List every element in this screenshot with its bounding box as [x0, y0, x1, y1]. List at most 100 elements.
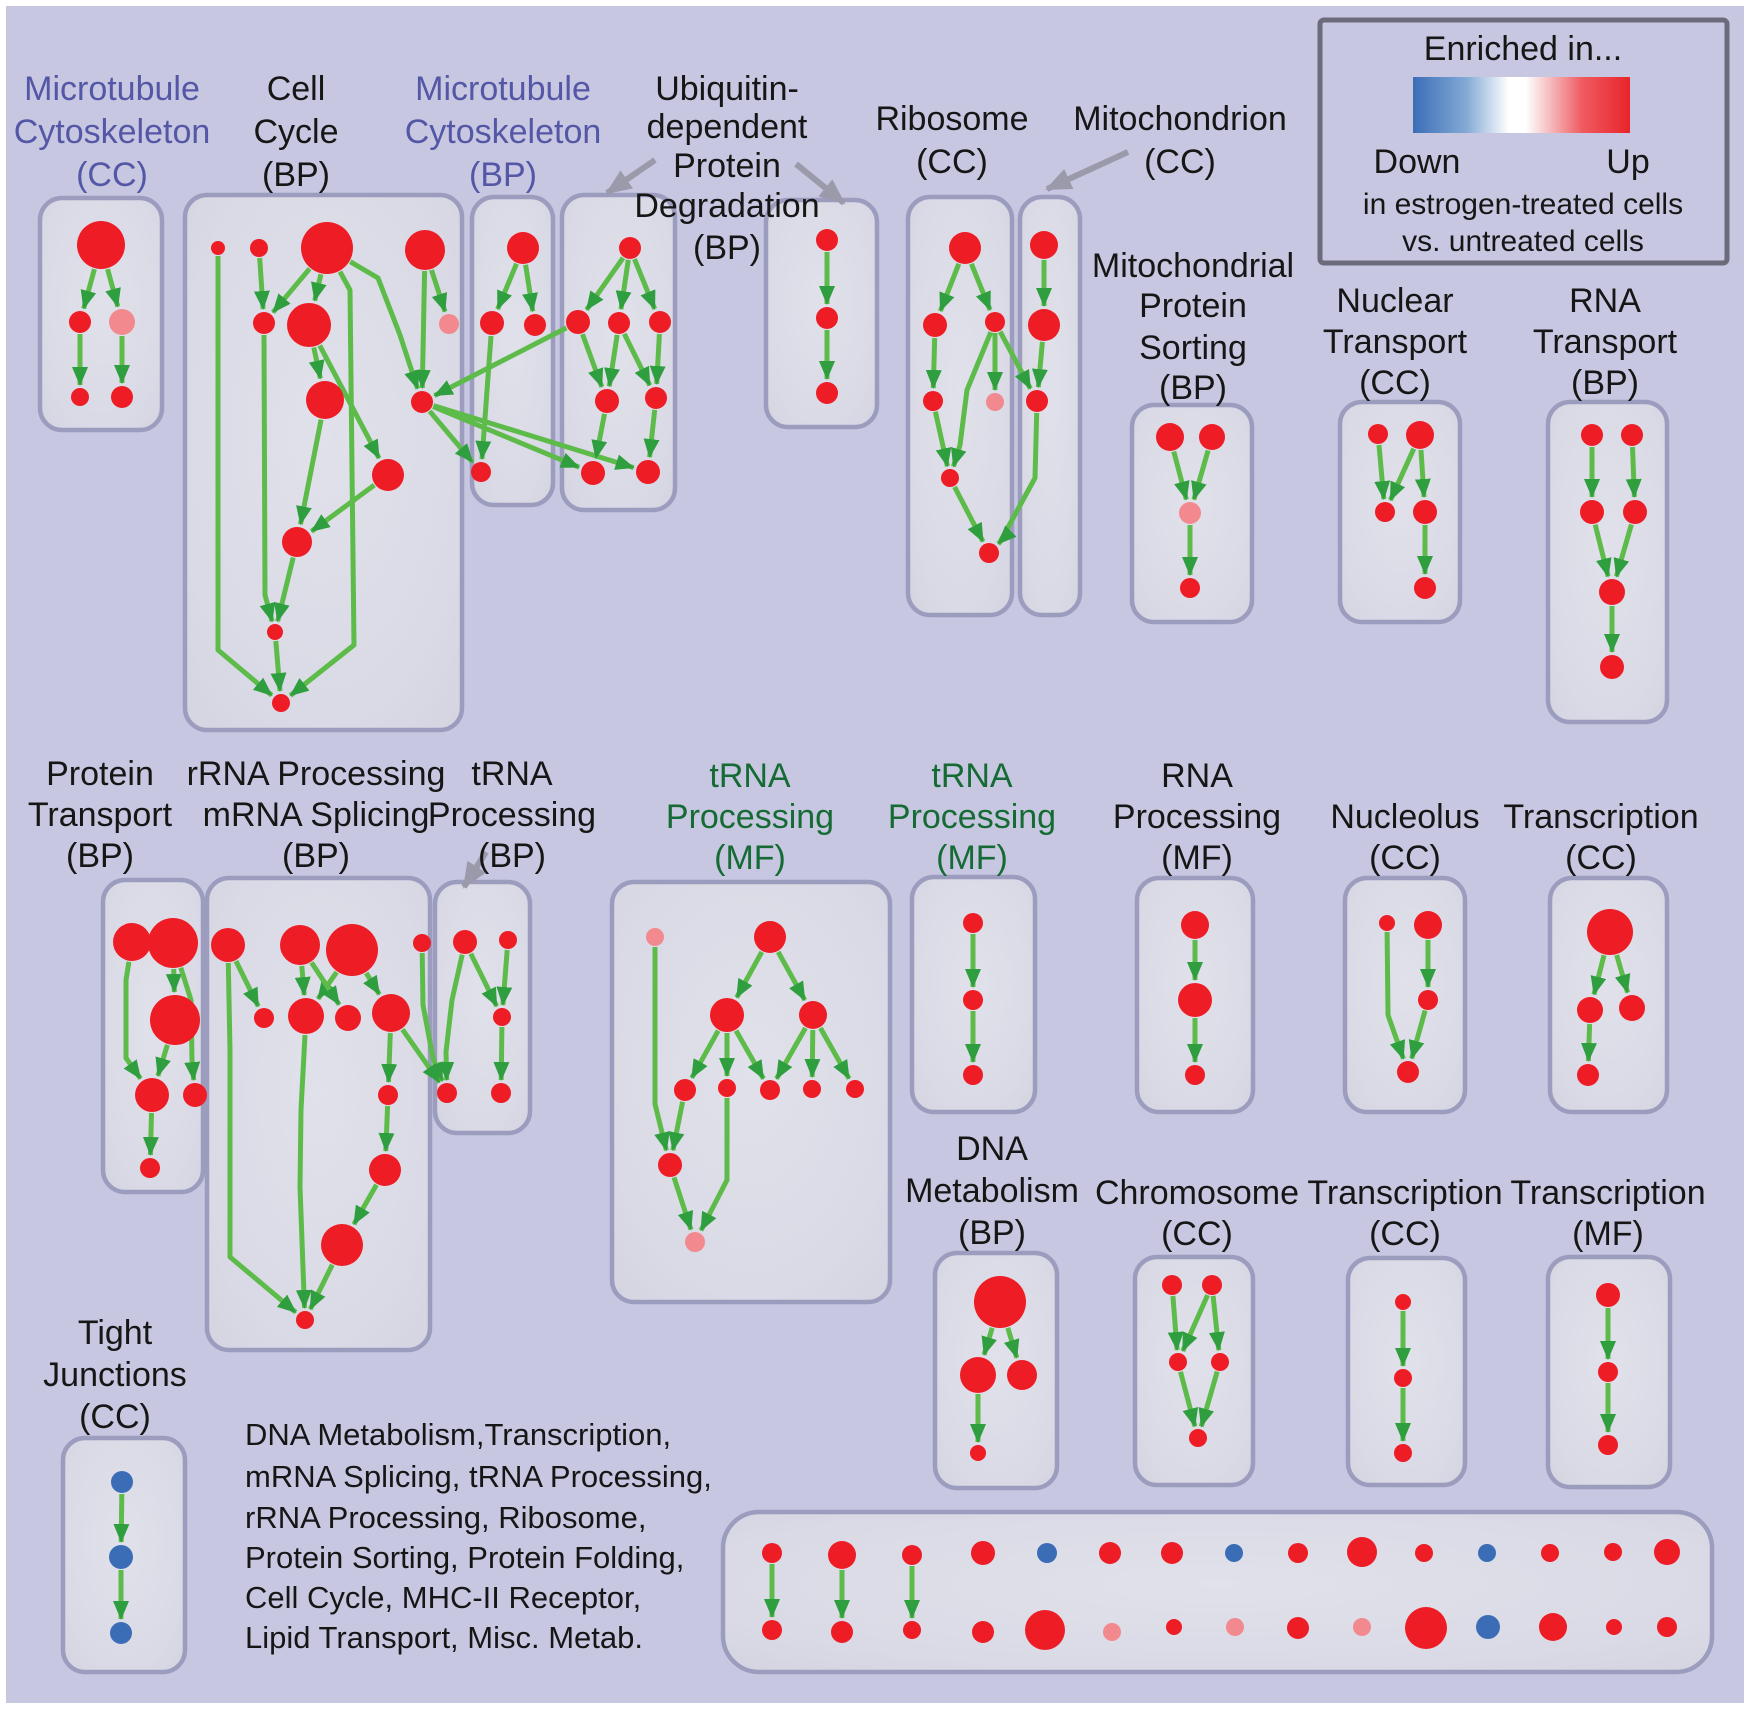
gene-node-k10-red — [658, 1153, 682, 1177]
gene-node-l5-red — [1178, 983, 1212, 1017]
edge-t2-t3 — [1388, 447, 1417, 502]
gene-node-a5-red — [111, 386, 133, 408]
edge-n9-m4 — [427, 409, 475, 464]
gene-node-g6-red — [288, 998, 324, 1034]
cluster-boxes-layer — [37, 192, 1715, 1675]
gene-node-l4-red — [1181, 911, 1209, 939]
gene-node-m1-red — [507, 232, 539, 264]
mixed-cluster-text-line3: rRNA Processing, Ribosome, — [245, 1500, 646, 1535]
label-trna-processing-bp-line3: (BP) — [478, 837, 546, 875]
gene-node-n1-red — [211, 241, 225, 255]
edge-l9-l10 — [1408, 1009, 1428, 1060]
gene-node-r6-red — [941, 469, 959, 487]
label-nucleolus-cc-line1: Nucleolus — [1330, 798, 1479, 836]
gene-node-w6b-pink — [1103, 1623, 1121, 1641]
gene-node-w10b-pink — [1353, 1618, 1371, 1636]
gene-node-p2-red — [1199, 424, 1225, 450]
edge-k10-k11 — [671, 1176, 694, 1231]
gene-node-w11b-red — [1405, 1607, 1447, 1649]
gene-node-y3-red — [1598, 1435, 1618, 1455]
label-rna-transport-bp-line1: RNA — [1569, 282, 1641, 320]
mixed-cluster-text-line5: Cell Cycle, MHC-II Receptor, — [245, 1580, 641, 1615]
gene-node-w2b-red — [831, 1621, 853, 1643]
label-microtubule-cytoskeleton-cc-line3: (CC) — [76, 156, 148, 194]
gene-node-x3-red — [1394, 1444, 1412, 1462]
label-microtubule-cytoskeleton-cc-line1: Microtubule — [24, 70, 200, 108]
gene-node-w14b-red — [1606, 1619, 1622, 1635]
legend-color-gradient-bar — [1413, 77, 1630, 133]
box-mitochondrion — [1017, 194, 1083, 618]
gene-node-l1-red — [963, 913, 983, 933]
gene-node-l10-red — [1397, 1061, 1419, 1083]
gene-node-k6-red — [718, 1079, 736, 1097]
gene-node-b2-red — [148, 918, 198, 968]
edge-k6-k11 — [698, 1098, 730, 1232]
gene-node-c3-red — [1169, 1353, 1187, 1371]
edge-n11-n12 — [274, 556, 296, 623]
gene-node-u8-red — [636, 460, 660, 484]
gene-node-c2-red — [1202, 1275, 1222, 1295]
gene-node-w15b-red — [1657, 1617, 1677, 1637]
label-rna-transport-bp-line2: Transport — [1533, 323, 1678, 361]
edge-n4-n7 — [429, 269, 448, 313]
label-transcription-mf-line1: Transcription — [1510, 1174, 1705, 1212]
label-cell-cycle-bp-line3: (BP) — [262, 156, 330, 194]
label-rrna-processing-mrna-splicing-bp-line1: rRNA Processing — [187, 755, 446, 793]
gene-node-l13-red — [1619, 995, 1645, 1021]
gene-node-t4-red — [1413, 500, 1437, 524]
label-nuclear-transport-cc-line1: Nuclear — [1336, 282, 1453, 320]
edge-u2-u5 — [580, 333, 605, 388]
label-tight-junctions-cc-line1: Tight — [78, 1314, 153, 1352]
gene-node-n9-red — [411, 391, 433, 413]
gene-node-k1-pink — [646, 928, 664, 946]
gene-node-m2-red — [480, 311, 504, 335]
gene-node-t5-red — [1414, 577, 1436, 599]
legend-down-label: Down — [1374, 143, 1461, 181]
gene-node-n4-red — [405, 230, 445, 270]
label-tight-junctions-cc-line3: (CC) — [79, 1398, 151, 1436]
edge-d1-d2 — [981, 1327, 997, 1356]
gene-node-b6-red — [140, 1158, 160, 1178]
edge-q2-q3 — [1031, 341, 1048, 389]
gene-node-w10t-red — [1347, 1537, 1377, 1567]
gene-node-u1-red — [619, 237, 641, 259]
gene-node-l6-red — [1185, 1065, 1205, 1085]
edge-b1-b4 — [123, 961, 143, 1081]
gene-node-n10-red — [372, 459, 404, 491]
mixed-cluster-text-line2: mRNA Splicing, tRNA Processing, — [245, 1459, 712, 1494]
edge-u3-u6 — [622, 332, 653, 387]
label-trna-processing-bp-line2: Processing — [428, 796, 596, 834]
edge-k5-k10 — [668, 1101, 686, 1152]
box-microtubule-cytoskeleton-cc — [37, 195, 165, 433]
gene-node-n11-red — [282, 527, 312, 557]
legend-subtitle-line1: in estrogen-treated cells — [1363, 188, 1683, 221]
edge-k4-k9 — [818, 1026, 852, 1080]
label-chromosome-cc-line1: Chromosome — [1095, 1174, 1299, 1212]
nodes-layer — [69, 221, 1680, 1650]
edge-l7-l10 — [1384, 931, 1406, 1060]
label-transcription-cc-1-line1: Transcription — [1503, 798, 1698, 836]
gene-node-v3-red — [816, 382, 838, 404]
label-dna-metabolism-bp-line1: DNA — [956, 1130, 1028, 1168]
box-ubiquitin-left — [559, 192, 678, 513]
gene-node-k2-red — [754, 921, 786, 953]
edge-k4-k7 — [774, 1026, 808, 1080]
gene-node-w14t-red — [1604, 1543, 1622, 1561]
edge-k2-k4 — [776, 950, 807, 1002]
gene-node-h4-red — [437, 1083, 457, 1103]
edge-r2-r4 — [925, 337, 942, 389]
edge-n3-n5 — [271, 267, 312, 314]
label-rna-processing-mf-line2: Processing — [1113, 798, 1281, 836]
gene-node-t1-red — [1368, 424, 1388, 444]
gene-node-y2-red — [1598, 1362, 1618, 1382]
edge-c1-c3 — [1167, 1295, 1184, 1351]
edge-c2-c3 — [1180, 1294, 1210, 1353]
label-tight-junctions-cc-line2: Junctions — [43, 1356, 187, 1394]
edge-m1-m3 — [522, 264, 538, 313]
legend-title: Enriched in... — [1424, 30, 1622, 68]
gene-node-y1-red — [1596, 1283, 1620, 1307]
edge-k3-k7 — [733, 1029, 766, 1080]
label-microtubule-cytoskeleton-bp-line2: Cytoskeleton — [405, 113, 602, 151]
gene-node-j1-blue — [111, 1471, 133, 1493]
gene-node-j3-blue — [110, 1622, 132, 1644]
